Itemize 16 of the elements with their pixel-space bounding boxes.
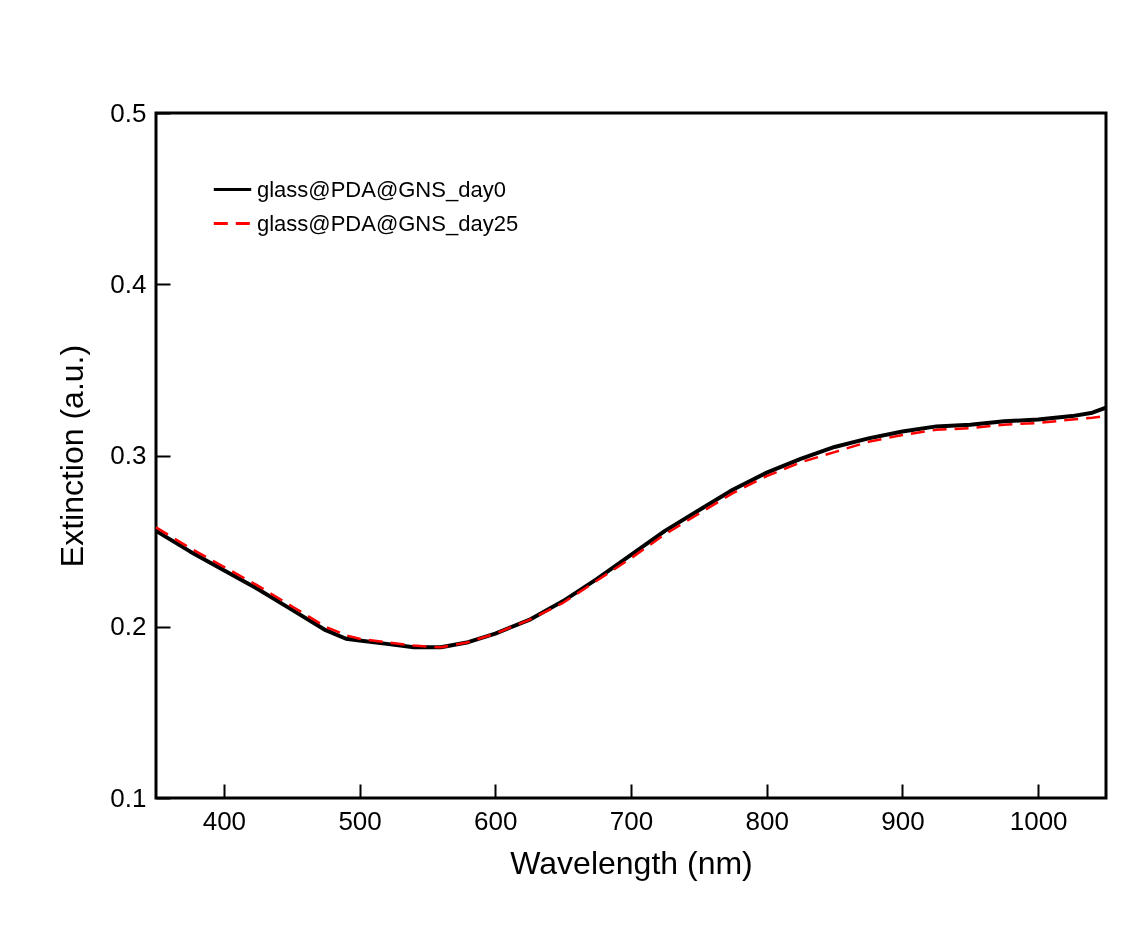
- x-tick-label: 1000: [1009, 805, 1068, 836]
- x-axis-title: Wavelength (nm): [510, 844, 753, 881]
- y-tick-label: 0.5: [110, 97, 147, 128]
- x-tick-label: 800: [745, 805, 789, 836]
- y-axis-title: Extinction (a.u.): [54, 344, 91, 568]
- y-tick-label: 0.1: [110, 782, 147, 813]
- y-tick-label: 0.4: [110, 268, 147, 299]
- x-tick-label: 500: [338, 805, 382, 836]
- x-tick-label: 900: [881, 805, 925, 836]
- x-tick-label: 400: [202, 805, 247, 836]
- x-tick-label: 600: [474, 805, 518, 836]
- x-tick-label: 700: [609, 805, 654, 836]
- legend-label: glass@PDA@GNS_day25: [257, 210, 519, 236]
- y-tick-label: 0.2: [110, 611, 147, 642]
- legend-label: glass@PDA@GNS_day0: [257, 176, 506, 202]
- y-tick-label: 0.3: [110, 440, 147, 470]
